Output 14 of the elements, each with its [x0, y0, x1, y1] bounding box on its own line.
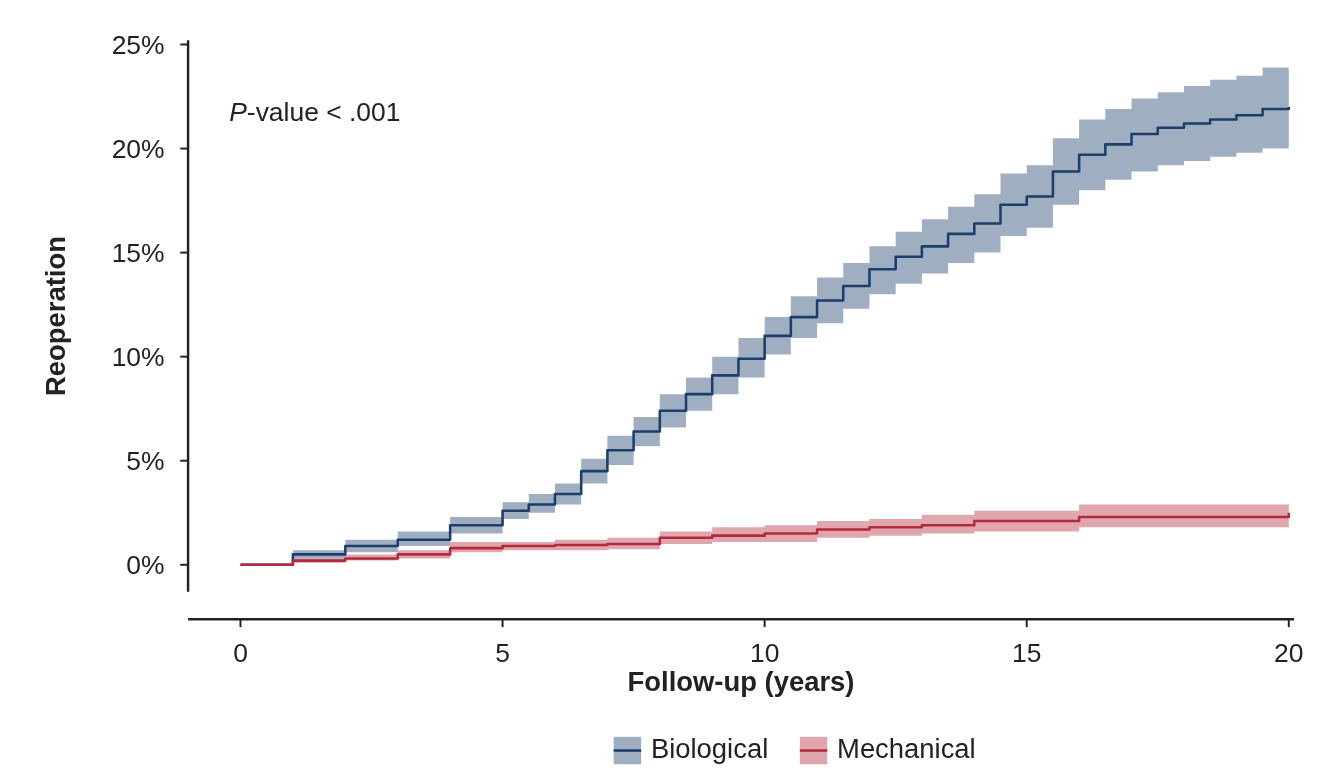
y-tick-label: 15% — [111, 237, 165, 268]
annotation: P-value < .001 — [229, 96, 401, 127]
y-tick-label: 20% — [111, 133, 165, 164]
y-tick-label: 25% — [111, 29, 165, 60]
y-tick-label: 0% — [126, 550, 165, 581]
y-axis-title: Reoperation — [39, 236, 71, 397]
x-tick-label: 20 — [1274, 638, 1304, 669]
legend-label: Mechanical — [837, 733, 976, 765]
y-tick-label: 10% — [111, 341, 165, 372]
x-tick-label: 15 — [1012, 638, 1042, 669]
y-tick-label: 5% — [126, 445, 165, 476]
x-tick-label: 5 — [495, 638, 510, 669]
x-tick-label: 0 — [233, 638, 248, 669]
legend-label: Biological — [650, 733, 769, 765]
